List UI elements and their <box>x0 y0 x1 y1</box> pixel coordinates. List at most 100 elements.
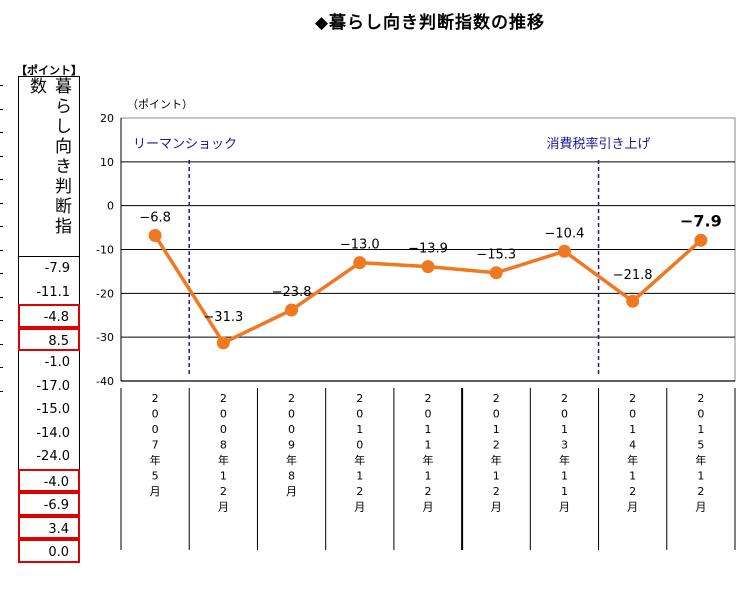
x-tick-char: 月 <box>491 501 502 514</box>
x-tick-char: 1 <box>356 470 363 483</box>
side-table-cell: -17.0 <box>18 374 80 398</box>
x-tick-char: 年 <box>627 453 638 467</box>
x-tick-char: 年 <box>423 453 434 467</box>
x-tick-char: 年 <box>559 453 570 467</box>
side-table-cell: -15.0 <box>18 398 80 422</box>
x-tick-char: 1 <box>697 423 704 436</box>
y-tick-label: -40 <box>96 375 114 388</box>
side-table-header: 暮らし向き判断指数 <box>18 76 80 257</box>
side-table-cell: -11.1 <box>18 280 80 304</box>
x-tick-char: 7 <box>152 439 159 452</box>
data-point <box>285 303 299 317</box>
x-tick-char: 1 <box>425 470 432 483</box>
annotation-label: リーマンショック <box>133 137 237 152</box>
x-tick-char: 月 <box>150 485 161 498</box>
x-tick-char: 2 <box>356 485 363 498</box>
x-tick-char: 年 <box>150 453 161 467</box>
side-table-cell: 8.5 <box>18 327 80 351</box>
data-label: −23.8 <box>272 285 312 300</box>
x-tick-char: 1 <box>561 485 568 498</box>
x-tick-char: 2 <box>220 485 227 498</box>
annotation-label: 消費税率引き上げ <box>547 136 651 152</box>
x-tick-char: 月 <box>627 501 638 514</box>
x-tick-char: 月 <box>218 501 229 514</box>
x-tick-char: 2 <box>356 392 363 405</box>
side-table-cell: -4.8 <box>18 304 80 328</box>
x-tick-char: 1 <box>356 423 363 436</box>
x-tick-char: 月 <box>423 501 434 514</box>
data-point <box>148 228 162 242</box>
x-tick-char: 0 <box>220 423 227 436</box>
x-tick-char: 0 <box>288 423 295 436</box>
x-tick-char: 5 <box>152 470 159 483</box>
data-point <box>557 244 571 258</box>
x-tick-char: 0 <box>629 408 636 421</box>
side-table-cell: 0.0 <box>18 539 80 563</box>
data-label: −21.8 <box>613 268 653 283</box>
x-tick-char: 2 <box>288 392 295 405</box>
x-tick-char: 5 <box>697 439 704 452</box>
data-point <box>489 266 503 280</box>
x-tick-char: 2 <box>561 392 568 405</box>
side-table-cell: -14.0 <box>18 421 80 445</box>
x-tick-char: 2 <box>425 485 432 498</box>
x-tick-char: 年 <box>354 453 365 467</box>
x-tick-char: 0 <box>152 423 159 436</box>
x-tick-char: 月 <box>559 501 570 514</box>
x-tick-char: 0 <box>356 439 363 452</box>
data-label: −10.4 <box>545 226 585 241</box>
x-tick-char: 1 <box>629 423 636 436</box>
data-point <box>694 233 708 247</box>
x-tick-char: 1 <box>493 423 500 436</box>
x-tick-char: 2 <box>697 392 704 405</box>
data-label: −31.3 <box>203 310 243 325</box>
x-tick-char: 0 <box>288 408 295 421</box>
side-table-cell: 3.4 <box>18 515 80 539</box>
x-tick-char: 4 <box>629 439 636 452</box>
x-tick-char: 9 <box>288 439 295 452</box>
side-table-cell: -1.0 <box>18 351 80 375</box>
x-tick-char: 1 <box>561 423 568 436</box>
x-tick-char: 2 <box>697 485 704 498</box>
x-tick-char: 1 <box>220 470 227 483</box>
side-table-cell: -24.0 <box>18 445 80 469</box>
x-tick-char: 2 <box>493 392 500 405</box>
x-tick-char: 月 <box>695 501 706 514</box>
x-tick-char: 1 <box>629 470 636 483</box>
x-tick-char: 年 <box>218 453 229 467</box>
x-tick-char: 0 <box>493 408 500 421</box>
x-tick-char: 0 <box>356 408 363 421</box>
x-tick-char: 2 <box>493 485 500 498</box>
x-tick-char: 2 <box>493 439 500 452</box>
side-table-cell: -4.0 <box>18 468 80 492</box>
data-point <box>626 294 640 308</box>
x-tick-char: 2 <box>220 392 227 405</box>
x-tick-char: 8 <box>288 470 295 483</box>
side-table-unit: 【ポイント】 <box>16 64 82 77</box>
data-label: −7.9 <box>680 211 722 230</box>
y-tick-label: -30 <box>96 331 114 344</box>
left-margin-ticks <box>0 80 4 560</box>
data-point <box>421 260 435 274</box>
x-tick-char: 年 <box>695 453 706 467</box>
x-tick-char: 年 <box>286 453 297 467</box>
data-point <box>353 256 367 270</box>
x-tick-char: 年 <box>491 453 502 467</box>
x-tick-char: 8 <box>220 439 227 452</box>
x-tick-char: 1 <box>493 470 500 483</box>
data-label: −13.0 <box>340 238 380 253</box>
data-point <box>216 336 230 350</box>
side-table-cell: -7.9 <box>18 257 80 281</box>
x-tick-char: 2 <box>629 392 636 405</box>
data-label: −13.9 <box>408 242 448 257</box>
y-tick-label: 0 <box>107 200 114 213</box>
x-tick-char: 月 <box>354 501 365 514</box>
data-label: −15.3 <box>476 248 516 263</box>
x-tick-char: 月 <box>286 485 297 498</box>
x-tick-char: 0 <box>697 408 704 421</box>
data-label: −6.8 <box>139 210 171 225</box>
x-tick-char: 0 <box>220 408 227 421</box>
x-tick-char: 2 <box>152 392 159 405</box>
x-tick-char: 2 <box>425 392 432 405</box>
